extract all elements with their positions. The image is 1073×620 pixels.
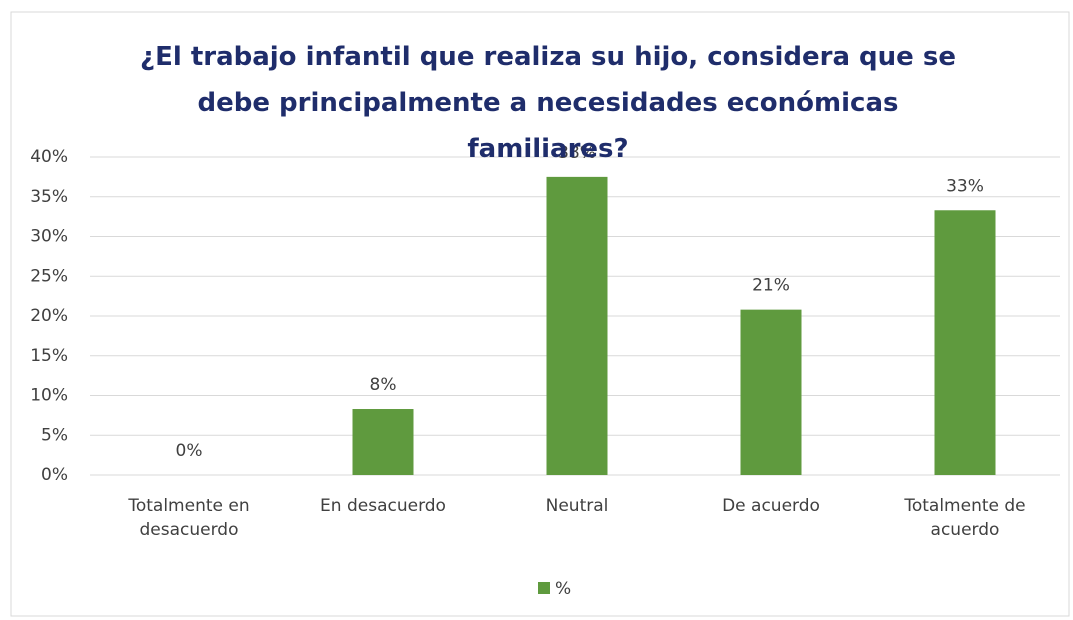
legend-label: % — [555, 579, 571, 599]
frame — [10, 11, 1070, 617]
bar — [546, 176, 608, 475]
x-tick-label: En desacuerdo — [320, 496, 446, 516]
data-label: 38% — [558, 143, 596, 163]
bar — [934, 210, 996, 475]
data-label: 21% — [752, 276, 790, 296]
y-tick-label: 5% — [41, 425, 68, 445]
x-tick-label: De acuerdo — [722, 496, 820, 516]
y-tick-label: 40% — [30, 147, 68, 167]
data-label: 0% — [176, 441, 203, 461]
y-tick-label: 20% — [30, 306, 68, 326]
y-tick-label: 10% — [30, 386, 68, 406]
y-tick-label: 35% — [30, 187, 68, 207]
bar — [740, 309, 802, 475]
y-tick-label: 15% — [30, 346, 68, 366]
y-tick-label: 25% — [30, 266, 68, 286]
x-tick-label: Neutral — [545, 496, 609, 516]
data-label: 33% — [946, 176, 984, 196]
bar — [352, 409, 414, 475]
data-label: 8% — [370, 375, 397, 395]
y-tick-label: 0% — [41, 465, 68, 485]
legend-swatch — [538, 582, 550, 594]
y-tick-label: 30% — [30, 227, 68, 247]
chart-title: ¿El trabajo infantil que realiza su hijo… — [140, 42, 956, 164]
x-tick-label: Totalmente en desacuerdo — [128, 496, 250, 540]
x-tick-label: Totalmente de acuerdo — [904, 496, 1026, 540]
